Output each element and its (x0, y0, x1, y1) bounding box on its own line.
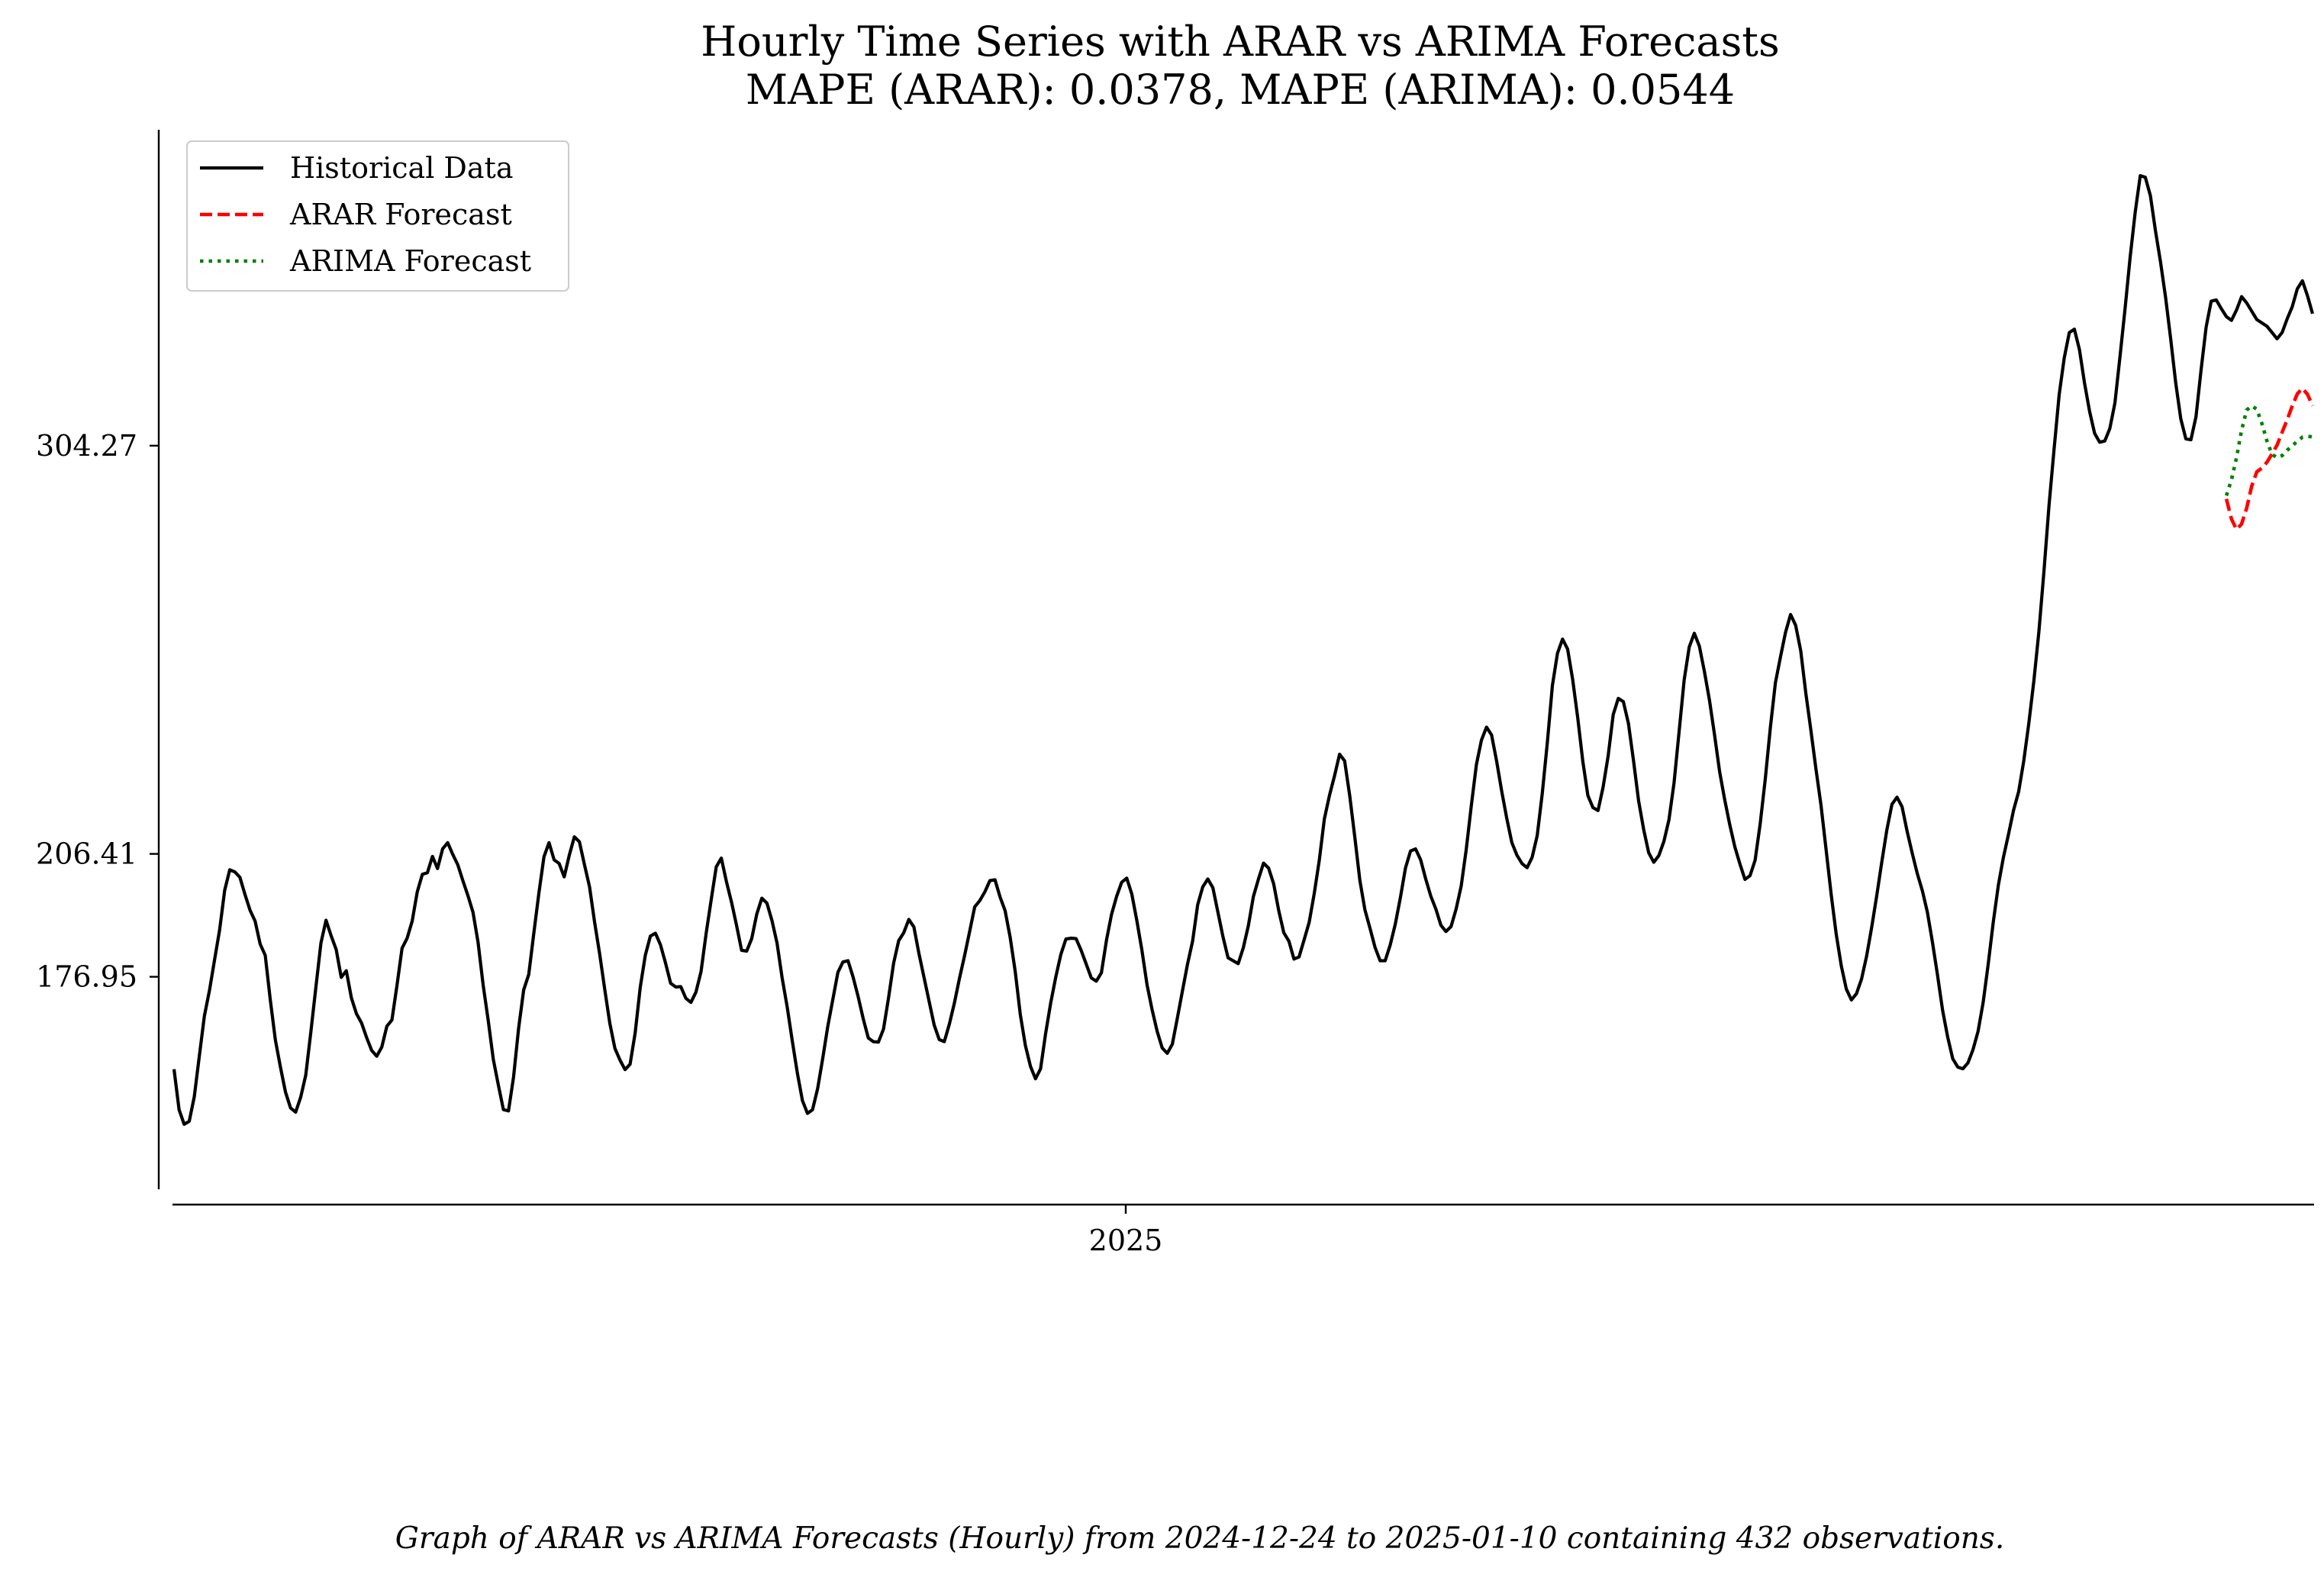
y-tick-label: 176.95 (36, 960, 137, 994)
legend-label-arima: ARIMA Forecast (289, 244, 531, 278)
legend-label-historical: Historical Data (290, 151, 513, 185)
legend: Historical Data ARAR Forecast ARIMA Fore… (186, 140, 569, 292)
y-tick-label: 206.41 (36, 837, 137, 871)
y-tick-label: 304.27 (36, 429, 137, 463)
legend-box (186, 140, 569, 292)
y-axis-ticks: 304.27 206.41 176.95 (36, 429, 159, 994)
x-tick-label: 2025 (1089, 1224, 1163, 1257)
figure-caption: Graph of ARAR vs ARIMA Forecasts (Hourly… (395, 1521, 2004, 1556)
arar-forecast-line (2224, 385, 2315, 533)
chart-subtitle: MAPE (ARAR): 0.0378, MAPE (ARIMA): 0.054… (746, 66, 1735, 114)
historical-data-line (172, 174, 2315, 1126)
legend-label-arar: ARAR Forecast (289, 198, 512, 231)
chart-title: Hourly Time Series with ARAR vs ARIMA Fo… (701, 18, 1779, 66)
arima-forecast-line (2224, 403, 2313, 496)
